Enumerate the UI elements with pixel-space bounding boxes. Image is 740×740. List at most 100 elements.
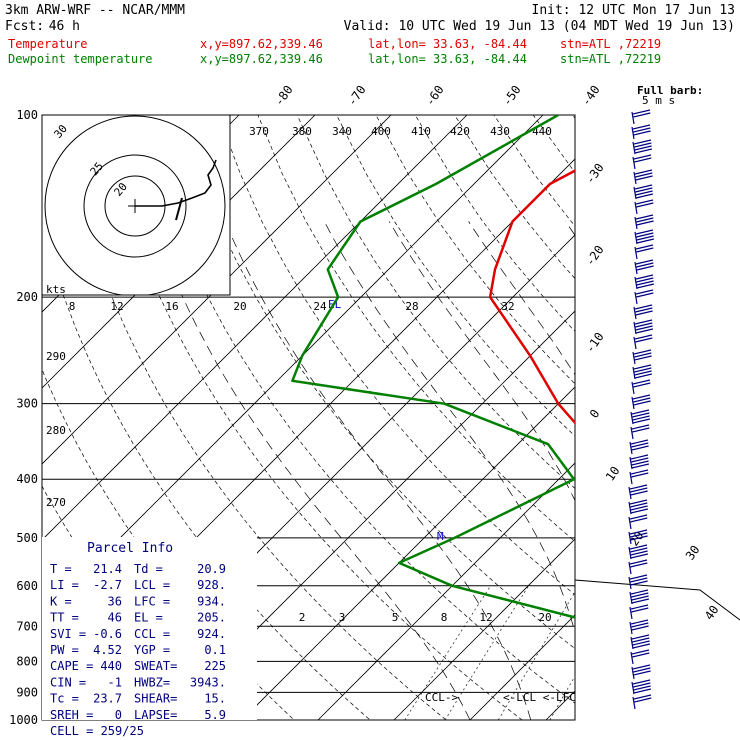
mixing-ratio-lines	[404, 585, 575, 720]
parcel-key2-1: LCL =	[134, 578, 170, 592]
wind-barb	[632, 694, 652, 710]
parcel-val-8: 23.7	[93, 692, 122, 706]
isotherm-label--70: -70	[345, 83, 369, 109]
dry-adiabat-440	[730, 115, 740, 733]
wind-barb	[634, 259, 654, 275]
isotherm-label-0: 0	[587, 407, 603, 421]
forecast-hours: 46 h	[49, 19, 80, 34]
parcel-val2-7: 3943.	[190, 675, 226, 689]
dry-adiabat-300	[178, 115, 575, 650]
parcel-key-6: CAPE =	[50, 659, 93, 673]
isotherm-30	[698, 115, 740, 720]
isotherm--90	[42, 115, 392, 465]
wind-barb	[630, 424, 650, 440]
dry-adiabat-290	[139, 115, 575, 704]
speed-label-24: 24	[313, 300, 327, 313]
wind-barb	[629, 454, 650, 470]
lcl-lfc-marker: <-LCL <-LFC	[503, 691, 576, 704]
dry-adiabat-350	[375, 115, 575, 385]
wind-barb	[628, 544, 649, 560]
mixing-line-2	[404, 585, 491, 720]
temperature-legend: Temperature	[8, 37, 87, 51]
moist-adiabats	[152, 221, 575, 720]
parcel-val-7: -1	[108, 675, 122, 689]
hodo-unit: kts	[46, 283, 66, 296]
moist-adiabat-28	[565, 221, 575, 236]
wind-barb	[632, 139, 653, 155]
wind-barb	[634, 274, 655, 290]
theta-label-430: 430	[490, 125, 510, 138]
mixing-line-3	[444, 585, 529, 720]
isotherm-label--40: -40	[579, 83, 603, 109]
temperature-station: stn=ATL ,72219	[560, 37, 661, 51]
wind-barb	[630, 409, 651, 425]
wind-barb	[628, 559, 648, 575]
parcel-val2-2: 934.	[197, 594, 226, 608]
barb-legend-unit: 5 m s	[642, 94, 675, 107]
wind-barb	[628, 499, 649, 515]
wind-barbs	[628, 109, 655, 710]
wind-barb	[628, 574, 648, 590]
parcel-key2-7: HWBZ=	[134, 675, 170, 689]
wind-barb	[632, 154, 652, 170]
dry-adiabat-280	[100, 115, 523, 720]
hodograph-ring-20	[83, 154, 187, 258]
speed-label-32: 32	[501, 300, 514, 313]
dry-adiabat-420	[651, 115, 740, 733]
pressure-label-300: 300	[16, 397, 38, 411]
isotherm--20	[317, 462, 575, 720]
speed-label-28: 28	[405, 300, 418, 313]
parcel-info-title: Parcel Info	[87, 541, 173, 556]
wind-barb	[634, 199, 654, 215]
dewpoint-station: stn=ATL ,72219	[560, 52, 661, 66]
dry-adiabat-390	[532, 115, 575, 174]
parcel-val-0: 21.4	[93, 562, 122, 576]
wind-barb	[629, 619, 649, 635]
moist-adiabat-20	[388, 221, 575, 502]
isotherm-label--20: -20	[583, 243, 607, 269]
parcel-info-rows: T = 21.4 Td = 20.9 LI = -2.7 LCL = 928. K = 36 LFC…	[50, 562, 226, 738]
wind-barb	[631, 379, 651, 395]
parcel-val2-0: 20.9	[197, 562, 226, 576]
dry-adiabat-310	[218, 115, 575, 596]
isotherm--70	[42, 115, 544, 617]
wind-barb	[633, 304, 653, 320]
init-time: Init: 12 UTC Mon 17 Jun 13	[532, 3, 736, 18]
parcel-key-4: SVI =	[50, 627, 86, 641]
wind-barb	[632, 349, 652, 365]
wind-barb	[629, 439, 649, 455]
isotherm--10	[393, 538, 575, 720]
series-temperature	[488, 169, 575, 425]
wind-barb	[631, 679, 652, 695]
parcel-info-bg	[42, 537, 257, 720]
dewpoint-xy: x,y=897.62,339.46	[200, 52, 323, 66]
temperature-latlon: lat,lon= 33.63, -84.44	[368, 37, 527, 51]
isotherm-label--50: -50	[500, 83, 524, 109]
parcel-val-3: 46	[108, 611, 122, 625]
dry-adiabat-380	[493, 115, 575, 227]
wind-barb	[630, 634, 651, 650]
right-boundary	[574, 537, 740, 621]
moist-adiabat-8	[224, 221, 532, 720]
speed-label-12: 12	[110, 300, 123, 313]
wind-barb	[633, 169, 653, 185]
series-dewpoint	[291, 115, 575, 619]
speed-label-8: 8	[69, 300, 76, 313]
parcel-info-panel: Parcel Info T = 21.4 Td = 20.9 LI = -2.7 LCL =…	[42, 537, 257, 738]
moist-adiabat-24	[468, 221, 575, 376]
theta-label-420: 420	[450, 125, 470, 138]
hodograph-ring-30	[44, 115, 226, 295]
mixing-ratio-labels: 2 3 5 8 12 20	[299, 611, 552, 624]
dry-adiabat-330	[296, 115, 575, 489]
pressure-label-400: 400	[16, 472, 38, 486]
hodograph-frame	[41, 114, 231, 296]
parcel-val-4: -0.6	[93, 627, 122, 641]
hodograph-trace	[135, 159, 217, 207]
forecast-label: Fcst:	[5, 19, 44, 34]
parcel-key2-9: LAPSE=	[134, 708, 177, 722]
parcel-val-5: 4.52	[93, 643, 122, 657]
parcel-val-1: -2.7	[93, 578, 122, 592]
isotherm--40	[165, 310, 575, 720]
